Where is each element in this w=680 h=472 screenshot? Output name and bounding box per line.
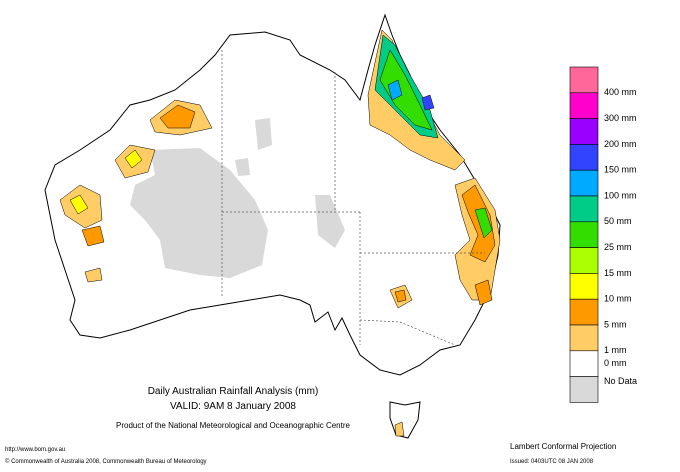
no-data-area xyxy=(255,118,272,150)
legend-swatch xyxy=(569,195,599,223)
rain-area xyxy=(69,194,89,215)
legend-swatch xyxy=(569,118,599,145)
legend-swatch xyxy=(569,221,599,248)
legend-swatch xyxy=(569,376,599,403)
legend-label: 50 mm xyxy=(604,216,632,226)
rain-area xyxy=(124,149,143,169)
product-credit: Product of the National Meteorological a… xyxy=(116,421,350,430)
issued: Issued: 0403UTC 08 JAN 2008 xyxy=(510,459,594,465)
legend-swatch xyxy=(569,66,599,94)
legend-label: 400 mm xyxy=(604,87,637,97)
projection: Lambert Conformal Projection xyxy=(510,442,616,451)
legend: 400 mm 300 mm 200 mm 150 mm 100 mm 50 mm 25 mm… xyxy=(569,66,637,403)
rain-area xyxy=(461,184,496,263)
no-data-area xyxy=(235,158,250,176)
legend-swatch xyxy=(569,92,599,119)
legend-label: 1 mm xyxy=(604,345,627,355)
valid-time: VALID: 9AM 8 January 2008 xyxy=(170,401,296,412)
rainfall-areas xyxy=(59,29,501,437)
legend-swatch xyxy=(569,169,599,197)
rain-area xyxy=(394,289,407,303)
state-border xyxy=(359,319,456,346)
legend-label: 100 mm xyxy=(604,190,637,200)
legend-label: 0 mm xyxy=(604,358,627,368)
rain-area xyxy=(474,207,493,239)
rain-area xyxy=(387,79,403,101)
legend-label: 10 mm xyxy=(604,294,632,304)
legend-swatch xyxy=(569,273,599,300)
no-data-area xyxy=(130,148,268,278)
rain-area xyxy=(81,225,105,247)
legend-label: 25 mm xyxy=(604,242,632,252)
rain-area xyxy=(474,279,493,306)
legend-label: 200 mm xyxy=(604,139,637,149)
no-data-area xyxy=(315,195,345,248)
copyright: © Commonwealth of Australia 2008, Common… xyxy=(5,458,207,465)
legend-label: 300 mm xyxy=(604,113,637,123)
rain-area xyxy=(159,104,196,129)
legend-label: 5 mm xyxy=(604,319,627,329)
legend-swatch xyxy=(569,144,599,171)
rain-area xyxy=(421,94,435,111)
website-url: http://www.bom.gov.au xyxy=(5,447,65,453)
legend-swatch xyxy=(569,350,599,377)
no-data-areas xyxy=(130,118,345,278)
map-title: Daily Australian Rainfall Analysis (mm) xyxy=(148,386,319,397)
legend-swatch xyxy=(569,324,599,352)
legend-swatch xyxy=(569,247,599,274)
state-borders xyxy=(221,50,485,346)
legend-label: No Data xyxy=(604,376,637,386)
rain-area xyxy=(394,421,405,437)
legend-label: 150 mm xyxy=(604,165,637,175)
legend-swatch xyxy=(569,298,599,326)
legend-label: 15 mm xyxy=(604,268,632,278)
rain-area xyxy=(379,49,433,131)
rain-area xyxy=(84,267,103,283)
